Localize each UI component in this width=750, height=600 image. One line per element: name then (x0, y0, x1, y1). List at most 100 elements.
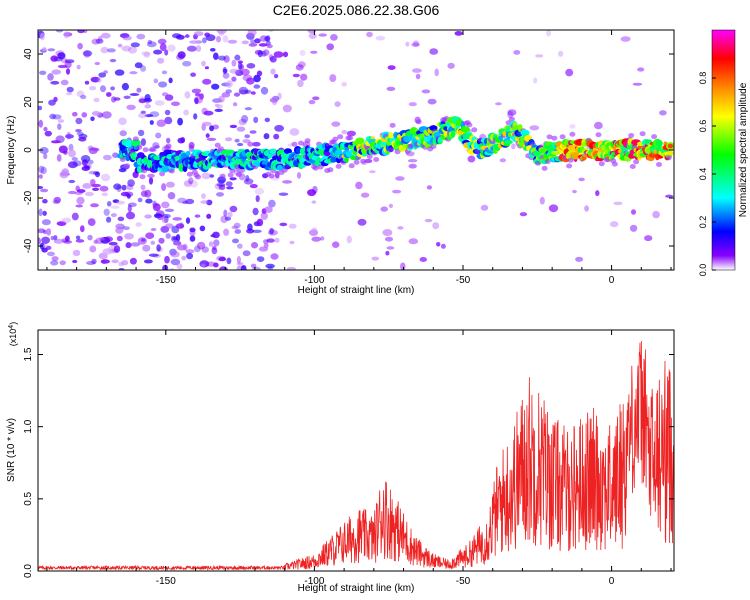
heatmap-noise-cell (42, 198, 48, 204)
heatmap-noise-cell (507, 110, 514, 119)
heatmap-noise-cell (384, 236, 394, 242)
heatmap-noise-cell (102, 248, 113, 255)
heatmap-noise-cell (80, 225, 85, 233)
heatmap-noise-cell (52, 114, 62, 120)
heatmap-noise-cell (91, 111, 101, 116)
heatmap-noise-cell (262, 49, 270, 56)
heatmap-noise-cell (56, 221, 67, 227)
heatmap-noise-cell (39, 70, 47, 76)
heatmap-ridge-cell (504, 140, 513, 145)
heatmap-noise-cell (256, 256, 265, 262)
heatmap-noise-cell (101, 111, 112, 119)
heatmap-noise-cell (529, 125, 540, 131)
colorbar-tick-label: 0.2 (698, 216, 708, 229)
heatmap-noise-cell (186, 252, 194, 260)
heatmap-noise-cell (177, 117, 184, 126)
heatmap-noise-cell (161, 92, 169, 97)
heatmap-halo-cell (186, 171, 193, 177)
heatmap-noise-cell (237, 62, 243, 70)
heatmap-noise-cell (154, 145, 160, 149)
spectrogram-y-tick-label: -20 (23, 190, 34, 205)
spectrogram-x-label: Height of straight line (km) (298, 285, 415, 296)
heatmap-noise-cell (269, 56, 277, 63)
heatmap-noise-cell (103, 154, 112, 161)
heatmap-noise-cell (211, 247, 218, 255)
heatmap-halo-cell (227, 172, 234, 178)
heatmap-noise-cell (43, 153, 48, 160)
heatmap-noise-cell (216, 36, 221, 43)
heatmap-noise-cell (214, 103, 220, 107)
heatmap-noise-cell (91, 258, 97, 265)
heatmap-noise-cell (72, 249, 81, 257)
heatmap-noise-cell (97, 77, 102, 84)
heatmap-noise-cell (269, 97, 279, 103)
heatmap-noise-cell (99, 237, 105, 241)
heatmap-noise-cell (308, 229, 319, 236)
heatmap-noise-cell (51, 256, 59, 262)
heatmap-ridge-cell (161, 164, 170, 173)
heatmap-halo-cell (656, 162, 662, 167)
heatmap-noise-cell (158, 237, 165, 244)
heatmap-noise-cell (112, 199, 120, 204)
heatmap-noise-cell (127, 204, 132, 213)
heatmap-noise-cell (189, 40, 199, 44)
heatmap-noise-cell (110, 86, 115, 91)
heatmap-noise-cell (200, 263, 206, 267)
heatmap-noise-cell (246, 63, 256, 69)
heatmap-noise-cell (263, 133, 270, 140)
heatmap-noise-cell (76, 64, 81, 70)
heatmap-noise-cell (201, 193, 206, 200)
heatmap-noise-cell (250, 91, 256, 95)
heatmap-noise-cell (395, 176, 405, 181)
heatmap-noise-cell (364, 158, 373, 164)
heatmap-halo-cell (235, 172, 242, 178)
heatmap-noise-cell (519, 212, 528, 217)
heatmap-noise-cell (116, 200, 125, 205)
heatmap-noise-cell (82, 50, 93, 57)
heatmap-noise-cell (274, 237, 280, 243)
heatmap-noise-cell (175, 234, 181, 242)
heatmap-noise-cell (120, 191, 130, 197)
heatmap-noise-cell (454, 31, 463, 36)
heatmap-noise-cell (183, 109, 190, 116)
heatmap-noise-cell (185, 217, 191, 224)
heatmap-noise-cell (140, 138, 146, 147)
spectrogram-heatmap (38, 30, 674, 270)
heatmap-noise-cell (145, 232, 155, 239)
heatmap-noise-cell (312, 185, 318, 194)
heatmap-noise-cell (130, 42, 140, 48)
snr-y-label: SNR (10 * v/v) (6, 418, 17, 482)
heatmap-noise-cell (143, 259, 153, 264)
heatmap-noise-cell (175, 223, 185, 229)
heatmap-noise-cell (60, 79, 69, 86)
heatmap-noise-cell (164, 208, 175, 212)
heatmap-noise-cell (558, 50, 564, 57)
heatmap-noise-cell (76, 131, 84, 136)
heatmap-noise-cell (117, 216, 125, 222)
heatmap-noise-cell (121, 260, 129, 266)
heatmap-halo-cell (335, 163, 342, 169)
heatmap-noise-cell (400, 262, 406, 270)
heatmap-noise-cell (320, 236, 325, 241)
heatmap-noise-cell (171, 101, 180, 107)
heatmap-noise-cell (162, 264, 169, 270)
snr-ticks: -150 -100 -50 0 0.0 0.5 1.0 1.5 (23, 330, 674, 587)
heatmap-noise-cell (76, 196, 85, 205)
heatmap-noise-cell (189, 227, 196, 233)
heatmap-noise-cell (104, 236, 113, 243)
heatmap-noise-cell (87, 218, 96, 227)
heatmap-noise-cell (118, 261, 124, 267)
heatmap-noise-cell (58, 145, 68, 154)
heatmap-noise-cell (226, 186, 234, 190)
heatmap-noise-cell (130, 242, 141, 247)
heatmap-noise-cell (270, 68, 276, 75)
heatmap-noise-cell (234, 229, 242, 234)
heatmap-noise-cell (346, 235, 352, 244)
heatmap-noise-cell (90, 203, 99, 208)
heatmap-ridge-cell (276, 164, 283, 171)
heatmap-noise-cell (620, 36, 631, 42)
heatmap-noise-cell (195, 45, 202, 52)
heatmap-noise-cell (266, 238, 275, 243)
heatmap-noise-cell (311, 227, 318, 235)
heatmap-noise-cell (382, 229, 393, 236)
